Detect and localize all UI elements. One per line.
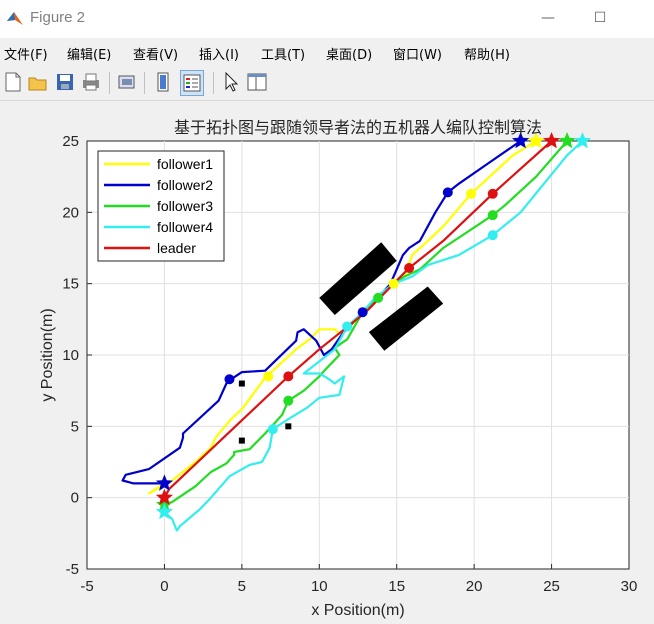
legend-label-follower2: follower2 xyxy=(157,177,213,193)
x-tick-label: 25 xyxy=(543,578,560,595)
marker-leader xyxy=(404,262,415,273)
maximize-button[interactable]: ☐ xyxy=(593,10,607,26)
insert-legend-icon[interactable] xyxy=(180,70,204,96)
y-axis-label: y Position(m) xyxy=(39,308,56,401)
toolbar-separator xyxy=(213,72,214,94)
link-plot-icon[interactable] xyxy=(116,70,138,94)
chart-svg[interactable]: -5 0 5 10 15 20 25 30 -5 0 5 10 15 20 25 基于拓扑图与跟随领导者法的… xyxy=(0,101,654,624)
x-axis-label: x Position(m) xyxy=(311,602,404,619)
series-line-follower1 xyxy=(147,140,537,495)
marker-follower2 xyxy=(442,187,453,198)
waypoint-marker xyxy=(285,423,292,430)
marker-follower1 xyxy=(388,278,399,289)
figure-canvas: -5 0 5 10 15 20 25 30 -5 0 5 10 15 20 25 基于拓扑图与跟随领导者法的… xyxy=(0,101,654,624)
end-star-follower3 xyxy=(558,132,576,149)
x-tick-label: 0 xyxy=(160,578,168,595)
x-tick-label: -5 xyxy=(80,578,93,595)
matlab-logo-icon xyxy=(7,12,23,25)
start-star-follower2 xyxy=(155,474,173,491)
chart-title: 基于拓扑图与跟随领导者法的五机器人编队控制算法 xyxy=(174,118,542,137)
start-star-follower4 xyxy=(155,502,173,520)
marker-follower2 xyxy=(224,374,235,385)
property-inspector-icon[interactable] xyxy=(246,70,268,94)
x-tick-label: 15 xyxy=(388,578,405,595)
marker-follower2 xyxy=(357,307,368,318)
print-icon[interactable] xyxy=(80,70,102,94)
obstacles-layer xyxy=(319,242,444,351)
open-file-icon[interactable] xyxy=(27,70,49,94)
menu-edit[interactable]: 编辑(E) xyxy=(67,48,112,63)
marker-follower3 xyxy=(373,292,384,303)
series-line-follower4 xyxy=(163,140,584,532)
series-line-follower3 xyxy=(164,140,568,506)
obstacle xyxy=(319,242,397,316)
new-figure-icon[interactable] xyxy=(2,70,24,94)
y-tick-label: 25 xyxy=(62,133,79,150)
marker-follower1 xyxy=(466,188,477,199)
waypoint-marker xyxy=(238,437,245,444)
legend-label-follower1: follower1 xyxy=(157,156,213,172)
x-tick-label: 30 xyxy=(621,578,638,595)
legend[interactable]: follower1 follower2 follower3 follower4 lead… xyxy=(97,150,225,262)
end-star-follower2 xyxy=(512,132,530,149)
start-star-leader xyxy=(155,488,173,505)
menu-bar: 文件(F) 编辑(E) 查看(V) 插入(I) 工具(T) 桌面(D) 窗口(W… xyxy=(0,38,654,66)
legend-label-leader: leader xyxy=(157,240,196,256)
y-tick-label: 5 xyxy=(71,418,79,435)
end-star-follower4 xyxy=(574,132,592,149)
toolbar xyxy=(0,66,654,101)
y-tick-label: -5 xyxy=(66,561,79,578)
select-arrow-icon[interactable] xyxy=(220,70,242,94)
legend-label-follower4: follower4 xyxy=(157,219,213,235)
marker-follower1 xyxy=(263,371,274,382)
x-tick-label: 10 xyxy=(311,578,328,595)
y-tick-label: 20 xyxy=(62,204,79,221)
y-tick-label: 0 xyxy=(71,490,79,507)
marker-leader xyxy=(487,188,498,199)
series-line-follower2 xyxy=(121,140,522,485)
toolbar-separator xyxy=(109,72,110,94)
window-titlebar: Figure 2 — ☐ xyxy=(0,0,654,38)
marker-leader xyxy=(283,371,294,382)
marker-follower4 xyxy=(487,230,498,241)
menu-help[interactable]: 帮助(H) xyxy=(464,48,510,63)
waypoints-layer xyxy=(238,380,292,444)
marker-follower4 xyxy=(267,424,278,435)
y-tick-label: 10 xyxy=(62,347,79,364)
series-layer xyxy=(121,132,592,532)
menu-desktop[interactable]: 桌面(D) xyxy=(326,48,373,63)
menu-view[interactable]: 查看(V) xyxy=(133,48,179,63)
marker-follower3 xyxy=(283,395,294,406)
minimize-button[interactable]: — xyxy=(541,10,555,26)
insert-colorbar-icon[interactable] xyxy=(152,70,174,94)
legend-label-follower3: follower3 xyxy=(157,198,213,214)
tick-labels: -5 0 5 10 15 20 25 30 -5 0 5 10 15 20 25 xyxy=(62,133,637,595)
end-star-leader xyxy=(543,132,561,149)
x-tick-label: 5 xyxy=(238,578,246,595)
obstacle xyxy=(368,286,444,351)
menu-window[interactable]: 窗口(W) xyxy=(393,48,442,63)
waypoint-marker xyxy=(238,380,245,387)
save-icon[interactable] xyxy=(54,70,76,94)
menu-tools[interactable]: 工具(T) xyxy=(261,48,306,63)
x-tick-label: 20 xyxy=(466,578,483,595)
menu-file[interactable]: 文件(F) xyxy=(4,48,48,63)
toolbar-separator xyxy=(144,72,145,94)
marker-follower4 xyxy=(342,321,353,332)
end-star-follower1 xyxy=(527,132,545,149)
y-tick-label: 15 xyxy=(62,276,79,293)
menu-insert[interactable]: 插入(I) xyxy=(199,48,239,63)
window-title: Figure 2 xyxy=(30,9,86,26)
marker-follower3 xyxy=(487,210,498,221)
